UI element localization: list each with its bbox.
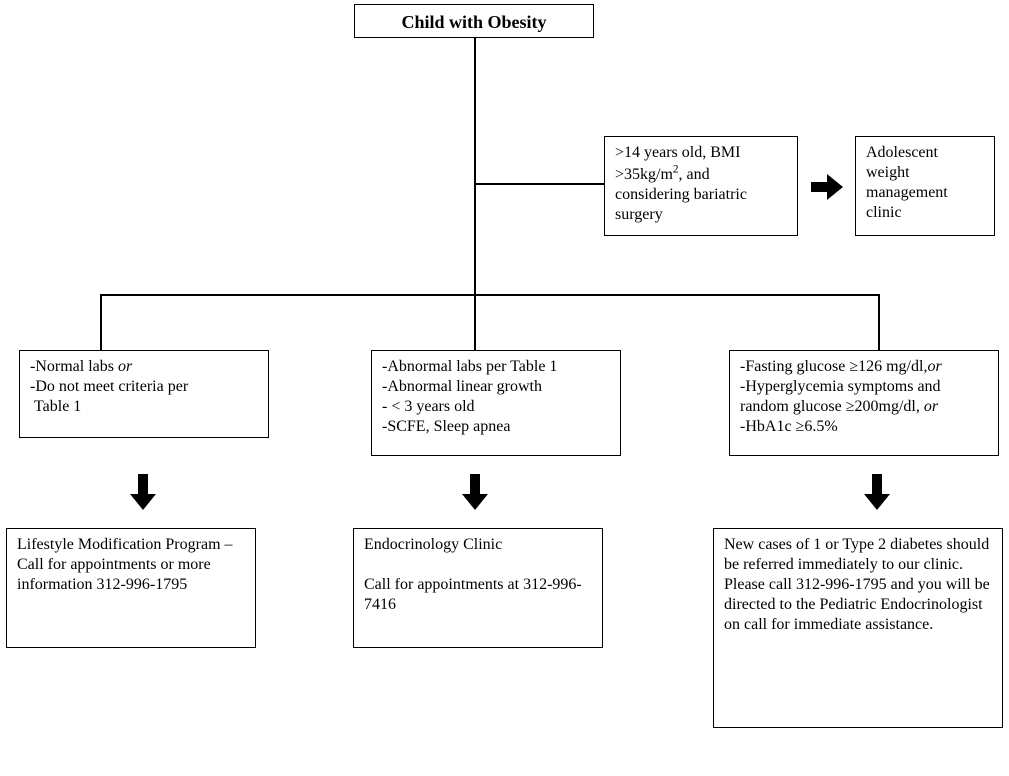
result-left-box: Lifestyle Modification Program – Call fo… (6, 528, 256, 648)
arrow-down-left-icon (128, 472, 158, 512)
title-box: Child with Obesity (354, 4, 594, 38)
arrow-down-right-icon (862, 472, 892, 512)
result-middle-box: Endocrinology ClinicCall for appointment… (353, 528, 603, 648)
arrow-branch-right-icon (809, 170, 845, 204)
flowchart-canvas: Child with Obesity >14 years old, BMI >3… (0, 0, 1009, 776)
connector-horizontal-split (100, 294, 880, 296)
connector-to-branch (474, 183, 604, 185)
adolescent-clinic-text: Adolescent weight management clinic (866, 144, 948, 221)
connector-down-right (878, 294, 880, 350)
branch-criteria-text: >14 years old, BMI >35kg/m2, and conside… (615, 144, 747, 223)
criteria-right-text: -Fasting glucose ≥126 mg/dl,or-Hyperglyc… (740, 358, 942, 435)
result-right-box: New cases of 1 or Type 2 diabetes should… (713, 528, 1003, 728)
criteria-right-box: -Fasting glucose ≥126 mg/dl,or-Hyperglyc… (729, 350, 999, 456)
title-text: Child with Obesity (401, 12, 546, 32)
criteria-middle-text: -Abnormal labs per Table 1-Abnormal line… (382, 358, 557, 435)
arrow-down-middle-icon (460, 472, 490, 512)
criteria-middle-box: -Abnormal labs per Table 1-Abnormal line… (371, 350, 621, 456)
connector-title-down (474, 38, 476, 294)
result-middle-text: Endocrinology ClinicCall for appointment… (364, 536, 582, 613)
connector-down-left (100, 294, 102, 350)
adolescent-clinic-box: Adolescent weight management clinic (855, 136, 995, 236)
criteria-left-text: -Normal labs or-Do not meet criteria per… (30, 358, 188, 415)
criteria-left-box: -Normal labs or-Do not meet criteria per… (19, 350, 269, 438)
result-right-text: New cases of 1 or Type 2 diabetes should… (724, 536, 990, 633)
result-left-text: Lifestyle Modification Program – Call fo… (17, 536, 233, 593)
connector-down-middle (474, 294, 476, 350)
branch-criteria-box: >14 years old, BMI >35kg/m2, and conside… (604, 136, 798, 236)
